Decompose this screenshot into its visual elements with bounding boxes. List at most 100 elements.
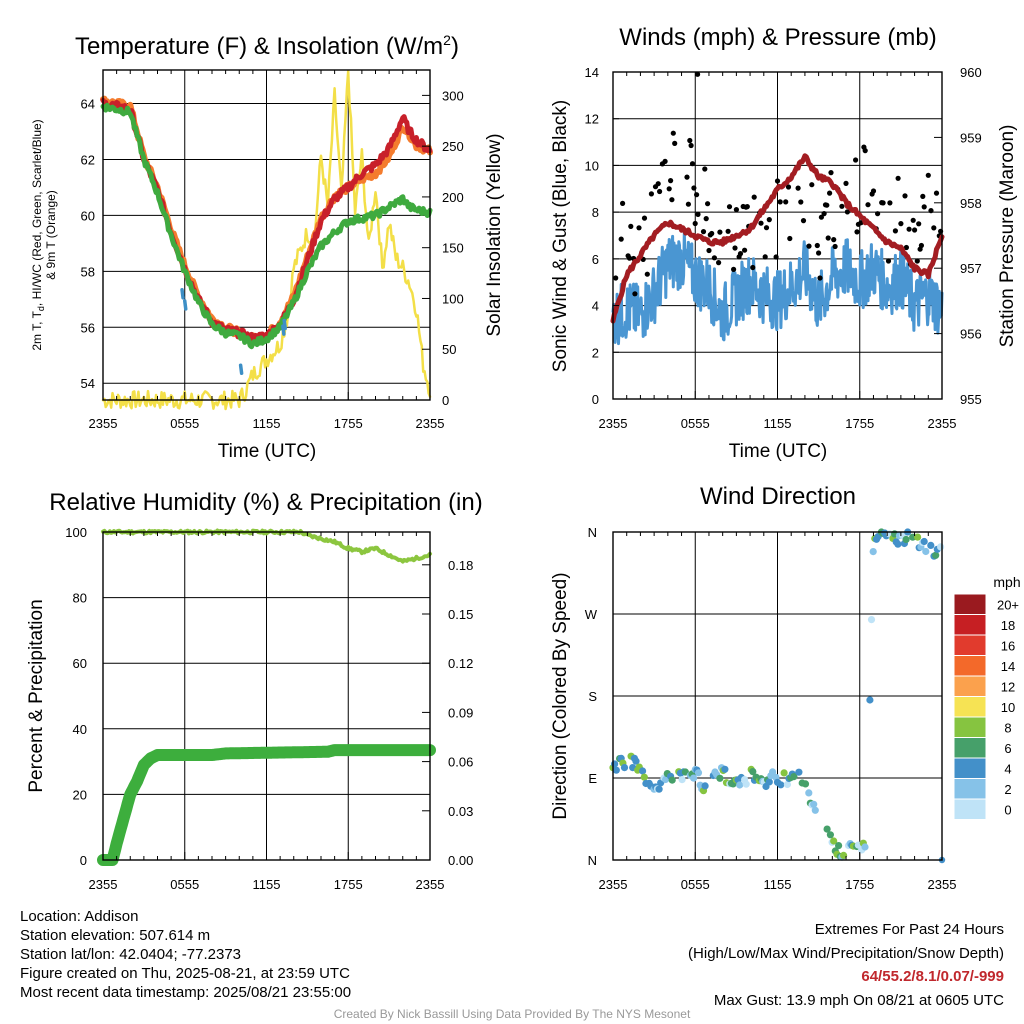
y-tick-label-right: 0 [442, 393, 449, 408]
y-tick-label-left: 6 [592, 252, 599, 267]
gust-point [737, 251, 744, 257]
max-gust: Max Gust: 13.9 mph On 08/21 at 0605 UTC [713, 991, 1004, 1009]
x-tick-label: 2355 [89, 877, 118, 892]
gust-point [742, 247, 748, 253]
y-tick-label: W [585, 607, 598, 622]
insolation-line [101, 69, 432, 411]
gust-point [885, 258, 892, 264]
gust-point [933, 190, 940, 196]
pressure-ylabel: Station Pressure (Maroon) [997, 125, 1018, 348]
y-tick-label-right: 100 [442, 291, 464, 306]
y-tick-label-right: 956 [960, 327, 982, 342]
direction-point [716, 774, 724, 782]
gust-point [688, 142, 694, 149]
colorbar-label: 0 [1004, 802, 1011, 817]
gust-point [644, 271, 650, 277]
gust-point [641, 215, 648, 221]
temperature-ylabel-line1: 2m T, Td, HI/WC (Red, Green, Scarlet/Blu… [30, 119, 46, 350]
y-tick-label: E [588, 771, 597, 786]
x-tick-label: 2355 [928, 877, 957, 892]
y-tick-label-right: 0.18 [448, 558, 473, 573]
direction-point [927, 541, 935, 550]
temperature-ylabel-line2: & 9m T (Orange) [44, 190, 58, 280]
direction-point [632, 757, 640, 765]
gust-point [920, 193, 926, 199]
gust-point [875, 211, 881, 217]
x-tick-label: 1155 [764, 877, 792, 892]
gust-point [692, 220, 698, 227]
gust-point [806, 243, 812, 249]
figure-created: Figure created on Thu, 2025-08-21, at 23… [20, 965, 350, 982]
direction-point [932, 551, 940, 559]
winds-title: Winds (mph) & Pressure (mb) [619, 24, 936, 51]
x-tick-label: 2355 [416, 416, 445, 431]
gust-point [862, 148, 868, 154]
gust-point [733, 207, 740, 213]
winds-ylabel: Sonic Wind & Gust (Blue, Black) [550, 100, 571, 372]
gust-point [818, 214, 825, 220]
gust-point [895, 175, 901, 181]
y-tick-label-left: 100 [65, 525, 87, 540]
x-tick-label: 1155 [253, 877, 281, 892]
colorbar: 20+ 18 16 14 12 10 8 6 4 2 0 [953, 593, 1019, 820]
direction-point [790, 773, 798, 781]
winds-panel: Winds (mph) & Pressure (mb) 0 2 4 6 8 10 12 14 9… [550, 24, 1018, 462]
y-tick-label-left: 64 [81, 97, 95, 112]
humidity-panel: Relative Humidity (%) & Precipitation (i… [26, 489, 483, 892]
y-tick-label: N [588, 525, 597, 540]
gust-point [831, 237, 837, 243]
x-tick-label: 1755 [845, 877, 874, 892]
humidity-ylabel: Percent & Precipitation [26, 599, 47, 792]
gust-point [717, 229, 723, 235]
gust-point [795, 185, 801, 191]
gust-point [695, 211, 701, 217]
y-tick-label: S [588, 689, 597, 704]
direction-point [612, 766, 620, 774]
gust-point [844, 209, 851, 215]
direction-point [795, 768, 803, 776]
gust-point [914, 258, 920, 264]
gust-point [689, 161, 696, 167]
gust-point [751, 194, 757, 200]
gust-point [798, 199, 804, 205]
gust-point [870, 188, 877, 194]
colorbar-label: 14 [1001, 659, 1015, 674]
direction-point [840, 851, 848, 860]
direction-point [867, 616, 876, 624]
gust-point [726, 204, 733, 210]
gust-point [931, 225, 937, 231]
gust-point [865, 202, 871, 208]
temperature-panel: Temperature (F) & Insolation (W/m2) 54 56… [30, 32, 505, 462]
direction-point [801, 780, 810, 788]
gust-point [672, 140, 678, 146]
y-tick-label-right: 955 [960, 392, 982, 407]
gust-point [670, 130, 676, 136]
y-tick-label-right: 250 [442, 139, 464, 154]
gust-point [814, 242, 820, 249]
y-tick-label-left: 60 [73, 656, 87, 671]
y-tick-label-right: 0.12 [448, 656, 473, 671]
humidity-line [101, 528, 432, 564]
gust-point [711, 255, 718, 261]
direction-point [769, 768, 777, 776]
gust-point [880, 200, 886, 206]
direction-point [611, 760, 619, 768]
colorbar-label: 20+ [997, 597, 1019, 612]
gust-point [705, 201, 711, 207]
x-tick-label: 1755 [334, 416, 363, 431]
gust-point [691, 185, 697, 191]
gust-point [902, 193, 908, 199]
direction-point [701, 782, 709, 790]
colorbar-cell [953, 675, 987, 697]
direction-point [869, 548, 877, 556]
gust-point [618, 236, 624, 242]
gust-point [832, 243, 838, 250]
sonic-wind-line [611, 231, 944, 346]
direction-point [823, 825, 831, 833]
pressure-line [610, 153, 945, 324]
y-tick-label-right: 150 [442, 241, 464, 256]
colorbar-label: 16 [1001, 638, 1015, 653]
y-tick-label-left: 4 [592, 299, 599, 314]
gust-point [657, 188, 663, 195]
colorbar-label: 8 [1004, 720, 1011, 735]
